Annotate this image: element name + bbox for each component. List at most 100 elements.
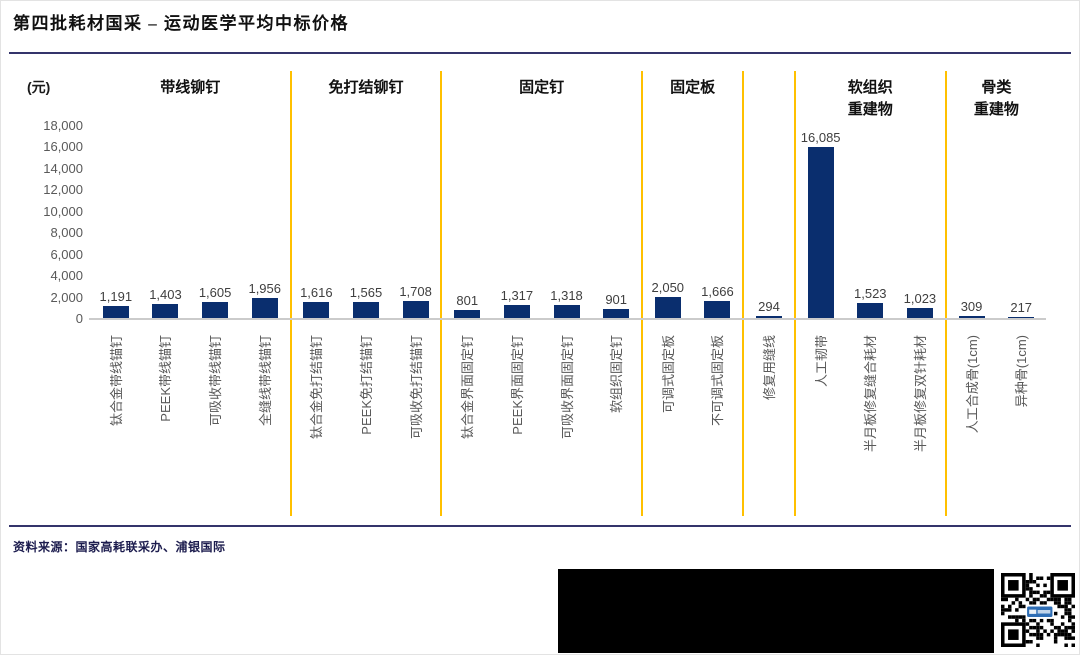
bar-slot: 1,666 (693, 126, 743, 319)
bar-slot: 1,191 (91, 126, 141, 319)
bar-value-label: 1,605 (198, 284, 232, 300)
x-category-label: 异种骨(1cm) (1014, 335, 1030, 408)
x-label-slot: 可调式固定板 (643, 327, 693, 516)
bar (152, 304, 179, 319)
category-group: 固定钉 801 1,317 1,318 901 钛合金界面固定钉 PEEK界面固定钉 可吸收界… (442, 71, 643, 516)
bar-slot: 217 (996, 126, 1046, 319)
bar-value-label: 1,666 (701, 284, 734, 300)
bar (704, 301, 731, 319)
bar (654, 297, 681, 319)
bar-slot: 1,023 (895, 126, 945, 319)
x-label-slot: 不可调式固定板 (693, 327, 743, 516)
group-header-label: 软组织 重建物 (847, 80, 893, 118)
x-label-slot: 可吸收免打结锚钉 (391, 327, 441, 516)
group-bars-row: 2,050 1,666 (643, 126, 742, 319)
bar-slot: 901 (591, 126, 641, 319)
x-category-label: 钛合金界面固定钉 (460, 335, 476, 440)
y-axis-unit-label: (元) (27, 79, 51, 95)
y-tick-label: 6,000 (50, 246, 83, 262)
y-tick-label: 2,000 (50, 289, 83, 305)
bar (1008, 316, 1035, 319)
bar-slot: 1,318 (542, 126, 592, 319)
bar-value-label: 217 (1010, 299, 1033, 315)
bar (303, 301, 330, 319)
x-label-slot: 修复用缝线 (744, 327, 794, 516)
bar-slot: 1,523 (845, 126, 895, 319)
y-tick-label: 8,000 (50, 225, 83, 241)
group-labels-row: 钛合金带线锚钉 PEEK带线锚钉 可吸收带线锚钉 全缝线带线锚钉 (91, 319, 290, 516)
group-header-label: 固定板 (670, 80, 716, 96)
bar (251, 298, 278, 319)
x-category-label: 可调式固定板 (660, 335, 676, 414)
bar (603, 309, 630, 319)
x-label-slot: 钛合金带线锚钉 (91, 327, 141, 516)
y-tick-label: 18,000 (43, 118, 83, 133)
x-axis-baseline (89, 318, 1046, 320)
group-labels-row: 人工韧带 半月板修复缝合耗材 半月板修复双针耗材 (796, 319, 945, 516)
x-category-label: PEEK界面固定钉 (509, 335, 525, 435)
bar (503, 304, 530, 319)
bar-slot: 1,708 (391, 126, 441, 319)
x-label-slot: PEEK带线锚钉 (141, 327, 191, 516)
y-tick-label: 4,000 (50, 268, 83, 284)
bar-value-label: 1,403 (149, 287, 182, 302)
bar (807, 146, 834, 319)
group-bars-row: 16,085 1,523 1,023 (796, 126, 945, 319)
x-label-slot: 钛合金免打结锚钉 (292, 327, 342, 516)
group-header-label: 固定钉 (519, 80, 565, 96)
bar-chart: 带线铆钉 1,191 1,403 1,605 1,956 钛合金带线锚钉 PEEK带线锚钉 可… (91, 71, 1046, 516)
x-category-label: 钛合金免打结锚钉 (309, 335, 325, 440)
x-category-label: 半月板修复缝合耗材 (863, 335, 879, 453)
x-label-slot: 异种骨(1cm) (996, 327, 1046, 516)
bar-value-label: 294 (758, 298, 780, 314)
top-divider-line (9, 52, 1071, 54)
x-label-slot: 钛合金界面固定钉 (442, 327, 492, 516)
bar (958, 315, 985, 319)
bar-value-label: 1,023 (903, 291, 937, 306)
x-category-label: 全缝线带线锚钉 (257, 335, 273, 427)
y-tick-label: 12,000 (43, 182, 83, 198)
group-labels-row: 钛合金免打结锚钉 PEEK免打结锚钉 可吸收免打结锚钉 (292, 319, 441, 516)
bar-slot: 1,605 (190, 126, 240, 319)
bar-value-label: 1,616 (300, 284, 333, 300)
bar (553, 304, 580, 319)
page-title: 第四批耗材国采 – 运动医学平均中标价格 (13, 14, 349, 33)
bar (202, 301, 229, 319)
x-label-slot: 半月板修复双针耗材 (895, 327, 945, 516)
bar (352, 302, 379, 319)
group-header-label (744, 71, 794, 126)
x-label-slot: 软组织固定钉 (591, 327, 641, 516)
y-tick-label: 14,000 (43, 160, 83, 176)
group-bars-row: 294 (744, 126, 794, 319)
group-labels-row: 修复用缝线 (744, 319, 794, 516)
bar-value-label: 1,317 (500, 287, 534, 303)
group-header-label: 带线铆钉 (160, 80, 221, 96)
x-category-label: 修复用缝线 (762, 335, 778, 401)
y-tick-label: 0 (75, 311, 83, 326)
bar-slot: 16,085 (796, 126, 846, 319)
group-labels-row: 人工合成骨(1cm) 异种骨(1cm) (947, 319, 1046, 516)
bar (756, 315, 783, 319)
bar-value-label: 1,523 (854, 285, 887, 301)
x-label-slot: 半月板修复缝合耗材 (845, 327, 895, 516)
x-label-slot: PEEK界面固定钉 (492, 327, 542, 516)
bar (454, 310, 481, 319)
x-category-label: PEEK免打结锚钉 (358, 335, 374, 435)
x-label-slot: 可吸收带线锚钉 (190, 327, 240, 516)
x-label-slot: 人工合成骨(1cm) (947, 327, 997, 516)
bar-value-label: 801 (456, 293, 479, 309)
bar-slot: 294 (744, 126, 794, 319)
bar-value-label: 1,565 (349, 285, 383, 301)
bar-slot: 1,565 (341, 126, 391, 319)
bar (857, 302, 884, 319)
x-label-slot: PEEK免打结锚钉 (341, 327, 391, 516)
bar-value-label: 16,085 (800, 129, 841, 145)
y-tick-label: 10,000 (43, 203, 83, 219)
bar (402, 300, 429, 319)
bar (102, 306, 129, 319)
bar-slot: 309 (947, 126, 997, 319)
group-labels-row: 可调式固定板 不可调式固定板 (643, 319, 742, 516)
bar-slot: 1,616 (292, 126, 342, 319)
x-category-label: 不可调式固定板 (710, 335, 726, 427)
